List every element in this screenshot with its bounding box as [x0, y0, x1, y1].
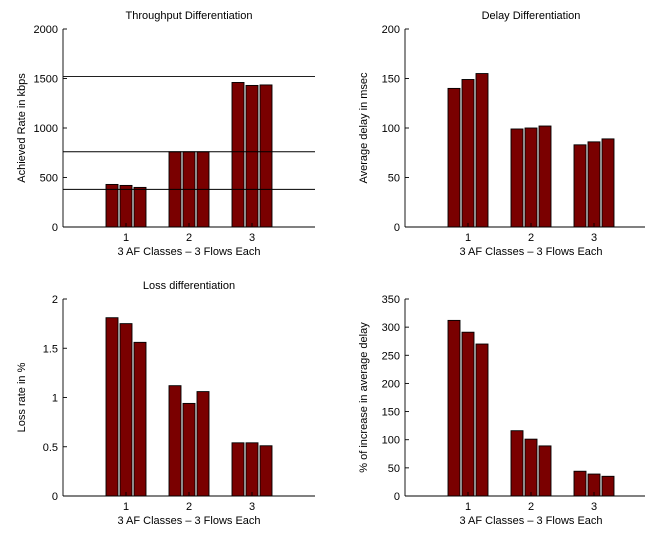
chart-title: Delay Differentiation	[482, 10, 581, 22]
x-tick-label: 2	[528, 501, 534, 513]
bar	[259, 84, 273, 228]
y-tick-label: 150	[382, 407, 400, 419]
y-tick-label: 100	[382, 435, 400, 447]
y-tick-label: 0	[394, 491, 400, 503]
y-axis-label: Achieved Rate in kbps	[16, 73, 28, 183]
x-axis-label: 3 AF Classes – 3 Flows Each	[117, 246, 260, 258]
y-tick-label: 150	[382, 74, 400, 86]
y-tick-label: 200	[382, 378, 400, 390]
x-tick-label: 3	[249, 501, 255, 513]
y-tick-label: 2000	[34, 24, 58, 36]
bar	[447, 319, 461, 497]
bar	[524, 438, 538, 497]
x-tick-label: 2	[186, 232, 192, 244]
bar	[231, 442, 245, 497]
bar	[231, 82, 245, 228]
chart-title: Throughput Differentiation	[126, 10, 253, 22]
x-tick-label: 3	[591, 232, 597, 244]
y-tick-label: 300	[382, 322, 400, 334]
y-tick-label: 0	[52, 491, 58, 503]
bar	[510, 430, 524, 497]
bar	[475, 73, 489, 228]
bar	[510, 128, 524, 228]
y-axis-label: % of increase in average delay	[358, 322, 370, 473]
bar	[573, 144, 587, 228]
bar	[105, 183, 119, 228]
y-tick-label: 50	[388, 463, 400, 475]
x-tick-label: 2	[186, 501, 192, 513]
chart-title: Loss differentiation	[143, 280, 235, 292]
bar	[524, 127, 538, 228]
bar	[182, 402, 196, 497]
bar	[245, 84, 259, 228]
y-tick-label: 0	[394, 222, 400, 234]
x-axis-label: 3 AF Classes – 3 Flows Each	[117, 515, 260, 527]
x-tick-label: 3	[591, 501, 597, 513]
bar	[119, 184, 133, 228]
y-axis-label: Loss rate in %	[16, 362, 28, 432]
y-tick-label: 50	[388, 173, 400, 185]
y-tick-label: 350	[382, 294, 400, 306]
bar	[196, 391, 210, 497]
bar	[573, 470, 587, 497]
x-tick-label: 1	[465, 232, 471, 244]
y-tick-label: 500	[40, 173, 58, 185]
bar	[133, 341, 147, 497]
bar	[105, 317, 119, 497]
bar	[601, 475, 615, 497]
y-tick-label: 1	[52, 393, 58, 405]
y-tick-label: 0	[52, 222, 58, 234]
chart-panel: 0 0.5 1 1.5 2 1 2 3 3 AF Classes – 3 Flows Each L…	[16, 280, 315, 527]
y-tick-label: 1000	[34, 123, 58, 135]
bar	[119, 323, 133, 497]
y-tick-label: 2	[52, 294, 58, 306]
y-tick-label: 100	[382, 123, 400, 135]
chart-panel: 0 50 100 150 200 250 300 350 1 2 3 3 AF Classes – 3…	[358, 294, 645, 527]
x-tick-label: 1	[123, 232, 129, 244]
x-axis-label: 3 AF Classes – 3 Flows Each	[459, 246, 602, 258]
bar	[245, 442, 259, 497]
chart-panel: 0 500 1000 1500 2000 1 2 3 3 AF Classes – 3 Flow…	[16, 10, 315, 258]
y-tick-label: 1500	[34, 74, 58, 86]
y-tick-label: 250	[382, 350, 400, 362]
y-tick-label: 200	[382, 24, 400, 36]
bar	[259, 445, 273, 497]
bar	[601, 138, 615, 228]
bar	[133, 186, 147, 228]
y-tick-label: 1.5	[43, 343, 58, 355]
x-tick-label: 1	[123, 501, 129, 513]
chart-panel: 0 50 100 150 200 1 2 3 3 AF Classes – 3 Flows Ea…	[358, 10, 645, 258]
bar	[587, 141, 601, 228]
x-tick-label: 1	[465, 501, 471, 513]
x-tick-label: 3	[249, 232, 255, 244]
y-tick-label: 0.5	[43, 442, 58, 454]
bar	[461, 331, 475, 497]
y-axis-label: Average delay in msec	[358, 72, 370, 184]
bar	[538, 445, 552, 497]
x-axis-label: 3 AF Classes – 3 Flows Each	[459, 515, 602, 527]
bar	[447, 87, 461, 228]
x-tick-label: 2	[528, 232, 534, 244]
bar	[475, 343, 489, 497]
bar	[168, 385, 182, 497]
bar	[538, 125, 552, 228]
bar	[461, 79, 475, 228]
